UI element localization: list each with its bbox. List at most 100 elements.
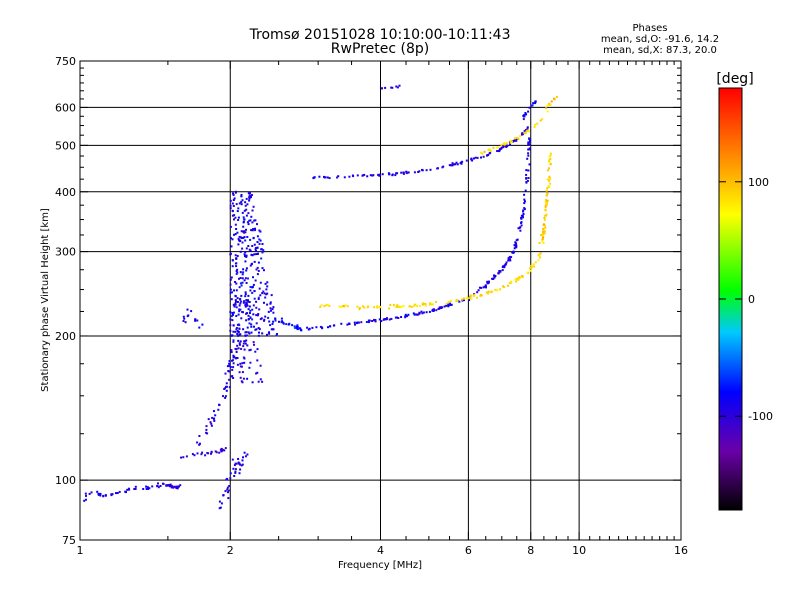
point-series-0 (504, 145, 507, 147)
point-cluster-1 (237, 313, 240, 316)
point-series-0 (525, 169, 528, 172)
point-cluster-0 (251, 221, 254, 224)
point-series-0 (170, 484, 173, 487)
point-series-0 (514, 245, 517, 248)
point-series-1 (543, 219, 546, 221)
point-series-0 (90, 491, 93, 494)
point-series-0 (526, 126, 529, 129)
point-cluster-0 (245, 267, 248, 270)
point-series-0 (146, 488, 149, 490)
point-series-1 (548, 180, 551, 182)
point-series-0 (264, 315, 267, 318)
point-cluster-0 (240, 203, 243, 206)
point-cluster-0 (229, 288, 232, 291)
point-series-1 (531, 265, 533, 268)
point-series-0 (281, 320, 284, 323)
point-series-1 (546, 199, 549, 202)
point-cluster-0 (234, 295, 237, 298)
colorbar-tick-label-0: 100 (748, 176, 769, 189)
point-cluster-0 (247, 300, 250, 303)
point-cluster-1 (232, 366, 235, 369)
point-series-0 (494, 275, 497, 277)
point-series-0 (145, 485, 148, 488)
point-series-0 (193, 454, 196, 457)
point-cluster-0 (252, 276, 254, 279)
point-series-0 (534, 100, 537, 103)
point-cluster-0 (252, 205, 255, 208)
point-cluster-0 (247, 277, 249, 280)
point-series-1 (473, 294, 476, 296)
point-cluster-0 (272, 306, 275, 309)
point-cluster-0 (240, 294, 243, 297)
point-series-0 (405, 170, 408, 173)
y-tick-label-2: 200 (55, 330, 76, 343)
point-series-0 (159, 485, 162, 487)
point-series-1 (367, 305, 370, 308)
point-series-0 (445, 304, 448, 307)
point-series-1 (542, 232, 545, 235)
point-series-1 (541, 118, 544, 121)
point-cluster-0 (244, 291, 247, 294)
point-series-0 (300, 329, 303, 332)
point-series-0 (509, 258, 511, 261)
point-cluster-0 (239, 250, 242, 253)
point-series-0 (420, 310, 423, 313)
point-cluster-1 (242, 342, 245, 345)
point-series-1 (470, 294, 473, 297)
point-series-0 (418, 170, 421, 173)
point-series-1 (514, 278, 517, 281)
point-series-0 (487, 154, 490, 157)
point-cluster-0 (266, 303, 269, 306)
point-cluster-1 (241, 371, 244, 374)
point-series-0 (228, 360, 231, 363)
point-series-0 (214, 414, 217, 417)
point-cluster-1 (238, 298, 241, 301)
point-series-1 (508, 282, 511, 285)
point-cluster-0 (272, 328, 275, 331)
point-series-0 (224, 396, 227, 399)
point-cluster-0 (233, 197, 236, 200)
point-series-0 (228, 378, 231, 381)
point-cluster-0 (229, 318, 232, 321)
point-cluster-0 (236, 297, 239, 300)
point-series-0 (226, 486, 229, 489)
point-series-0 (323, 176, 326, 179)
point-cluster-0 (240, 317, 243, 320)
point-cluster-0 (258, 238, 261, 241)
point-series-0 (425, 311, 428, 314)
point-series-0 (514, 243, 517, 245)
point-cluster-1 (244, 303, 247, 306)
point-series-0 (237, 458, 240, 460)
point-series-0 (522, 209, 525, 212)
point-series-0 (455, 161, 458, 164)
point-series-0 (371, 174, 374, 177)
point-series-0 (233, 464, 236, 467)
point-series-1 (358, 308, 361, 311)
point-cluster-0 (235, 272, 238, 275)
point-cluster-0 (237, 207, 240, 210)
point-series-0 (528, 140, 531, 143)
point-cluster-1 (232, 377, 235, 379)
point-series-1 (455, 300, 458, 302)
point-series-0 (353, 321, 356, 324)
point-series-1 (548, 160, 551, 163)
point-series-0 (508, 255, 511, 258)
point-cluster-0 (254, 248, 257, 251)
point-series-0 (524, 189, 527, 192)
point-cluster-0 (255, 306, 258, 309)
point-cluster-0 (234, 216, 237, 219)
y-tick-label-6: 600 (55, 101, 76, 114)
point-cluster-0 (241, 273, 244, 276)
point-series-0 (522, 210, 525, 213)
point-cluster-0 (238, 235, 241, 238)
point-cluster-0 (247, 245, 250, 247)
point-cluster-0 (236, 231, 239, 234)
point-cluster-0 (259, 239, 262, 242)
point-cluster-0 (248, 219, 251, 222)
point-cluster-0 (233, 289, 235, 292)
point-cluster-0 (243, 253, 246, 256)
point-series-1 (396, 304, 399, 307)
point-series-0 (274, 319, 277, 322)
point-series-1 (538, 253, 540, 256)
point-cluster-0 (234, 262, 237, 265)
